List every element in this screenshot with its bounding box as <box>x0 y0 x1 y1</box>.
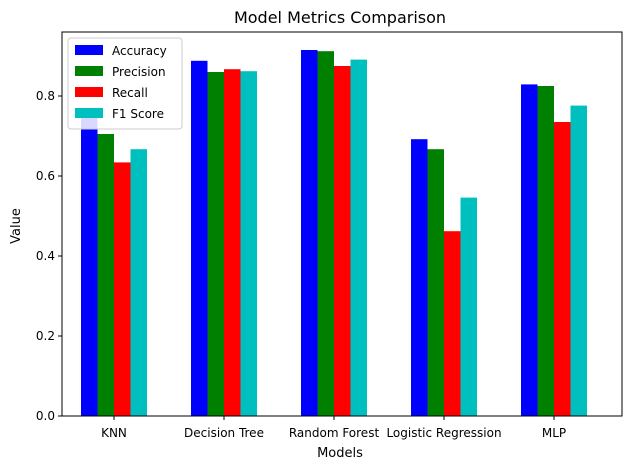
chart-title: Model Metrics Comparison <box>234 8 446 27</box>
x-tick-label: MLP <box>542 426 566 440</box>
legend-swatch-accuracy <box>75 45 103 55</box>
x-tick-label: KNN <box>101 426 127 440</box>
x-tick-label: Random Forest <box>289 426 380 440</box>
legend: Accuracy Precision Recall F1 Score <box>67 37 183 130</box>
bar-f1-score-decision-tree <box>240 71 257 416</box>
bar-accuracy-random-forest <box>301 50 318 416</box>
y-tick-label: 0.6 <box>36 169 55 183</box>
legend-label-precision: Precision <box>112 65 166 79</box>
bar-recall-mlp <box>554 122 571 416</box>
bar-f1-score-knn <box>130 149 147 416</box>
bar-precision-knn <box>97 134 114 416</box>
bar-f1-score-logistic-regression <box>460 197 477 416</box>
legend-swatch-recall <box>75 87 103 97</box>
x-tick-label: Logistic Regression <box>386 426 501 440</box>
bar-f1-score-mlp <box>570 105 587 416</box>
x-tick-label: Decision Tree <box>184 426 264 440</box>
bar-accuracy-knn <box>81 116 98 416</box>
y-axis-label: Value <box>9 208 24 244</box>
bar-recall-logistic-regression <box>444 231 461 416</box>
bar-accuracy-decision-tree <box>191 60 208 417</box>
axes-layer: 0.0 0.2 0.4 0.6 0.8 KNN Decision Tree Random Fo… <box>36 31 623 440</box>
legend-swatch-precision <box>75 66 103 76</box>
x-axis-label: Models <box>317 446 363 461</box>
y-tick-label: 0.0 <box>36 409 55 423</box>
plot-frame <box>61 31 623 417</box>
y-tick-label: 0.4 <box>36 249 55 263</box>
legend-label-f1-score: F1 Score <box>112 107 164 121</box>
legend-box <box>67 37 183 130</box>
bar-f1-score-random-forest <box>350 59 367 416</box>
legend-swatch-f1-score <box>75 108 103 118</box>
bar-precision-random-forest <box>317 51 334 416</box>
bar-precision-decision-tree <box>207 72 224 416</box>
bar-precision-logistic-regression <box>427 149 444 416</box>
y-tick-label: 0.8 <box>36 89 55 103</box>
bar-accuracy-logistic-regression <box>411 139 428 416</box>
bar-recall-random-forest <box>334 66 351 416</box>
bar-recall-knn <box>114 162 131 416</box>
legend-label-accuracy: Accuracy <box>112 44 167 58</box>
legend-label-recall: Recall <box>112 86 148 100</box>
bar-recall-decision-tree <box>224 69 241 416</box>
bar-accuracy-mlp <box>521 84 538 417</box>
bar-precision-mlp <box>537 86 554 416</box>
y-tick-label: 0.2 <box>36 329 55 343</box>
bars-layer <box>81 50 587 417</box>
